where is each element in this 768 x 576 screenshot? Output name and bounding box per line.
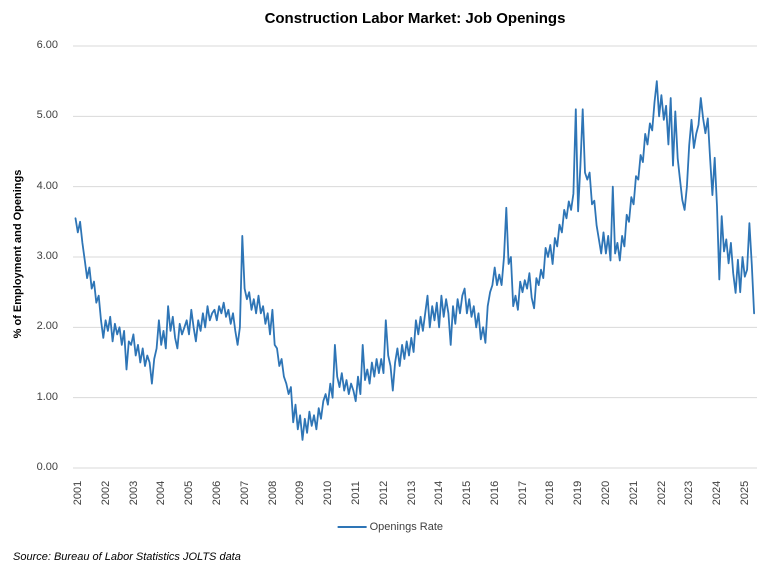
x-tick-label: 2004: [155, 480, 168, 506]
y-tick-label: 0.00: [36, 461, 58, 473]
x-tick-label: 2018: [544, 480, 557, 506]
x-tick-label: 2015: [461, 480, 474, 506]
x-tick-label: 2016: [488, 480, 501, 506]
x-tick-label: 2024: [711, 480, 724, 506]
y-tick-label: 3.00: [36, 250, 58, 262]
x-tick-label: 2019: [572, 480, 585, 506]
x-tick-label: 2010: [322, 480, 335, 506]
x-tick-label: 2023: [683, 480, 696, 506]
source-note: Source: Bureau of Labor Statistics JOLTS…: [13, 551, 241, 563]
x-tick-label: 2025: [739, 480, 751, 506]
x-tick-label: 2013: [405, 480, 418, 506]
x-tick-label: 2014: [433, 480, 446, 506]
x-tick-label: 2008: [266, 480, 279, 506]
y-tick-label: 1.00: [36, 390, 58, 403]
y-tick-label: 4.00: [36, 179, 58, 192]
x-tick-label: 2009: [294, 480, 307, 506]
x-tick-label: 2020: [600, 480, 613, 506]
y-tick-label: 5.00: [36, 109, 58, 122]
x-tick-label: 2022: [655, 480, 668, 506]
x-tick-label: 2017: [516, 480, 529, 506]
x-tick-label: 2003: [127, 480, 140, 506]
x-tick-label: 2006: [210, 480, 223, 506]
legend-label: Openings Rate: [369, 521, 444, 533]
y-tick-label: 6.00: [36, 39, 58, 51]
x-tick-label: 2021: [627, 480, 640, 506]
openings-rate-line: [74, 80, 755, 441]
x-tick-label: 2007: [238, 480, 251, 506]
chart-title: Construction Labor Market: Job Openings: [264, 10, 566, 27]
x-tick-label: 2012: [377, 480, 390, 506]
y-tick-label: 2.00: [36, 320, 58, 333]
x-tick-label: 2002: [99, 480, 112, 506]
x-tick-label: 2001: [72, 480, 84, 506]
legend: Openings Rate: [337, 521, 444, 533]
x-tick-label: 2011: [349, 481, 362, 505]
x-tick-label: 2005: [183, 480, 196, 506]
legend-line-swatch: [337, 526, 367, 528]
